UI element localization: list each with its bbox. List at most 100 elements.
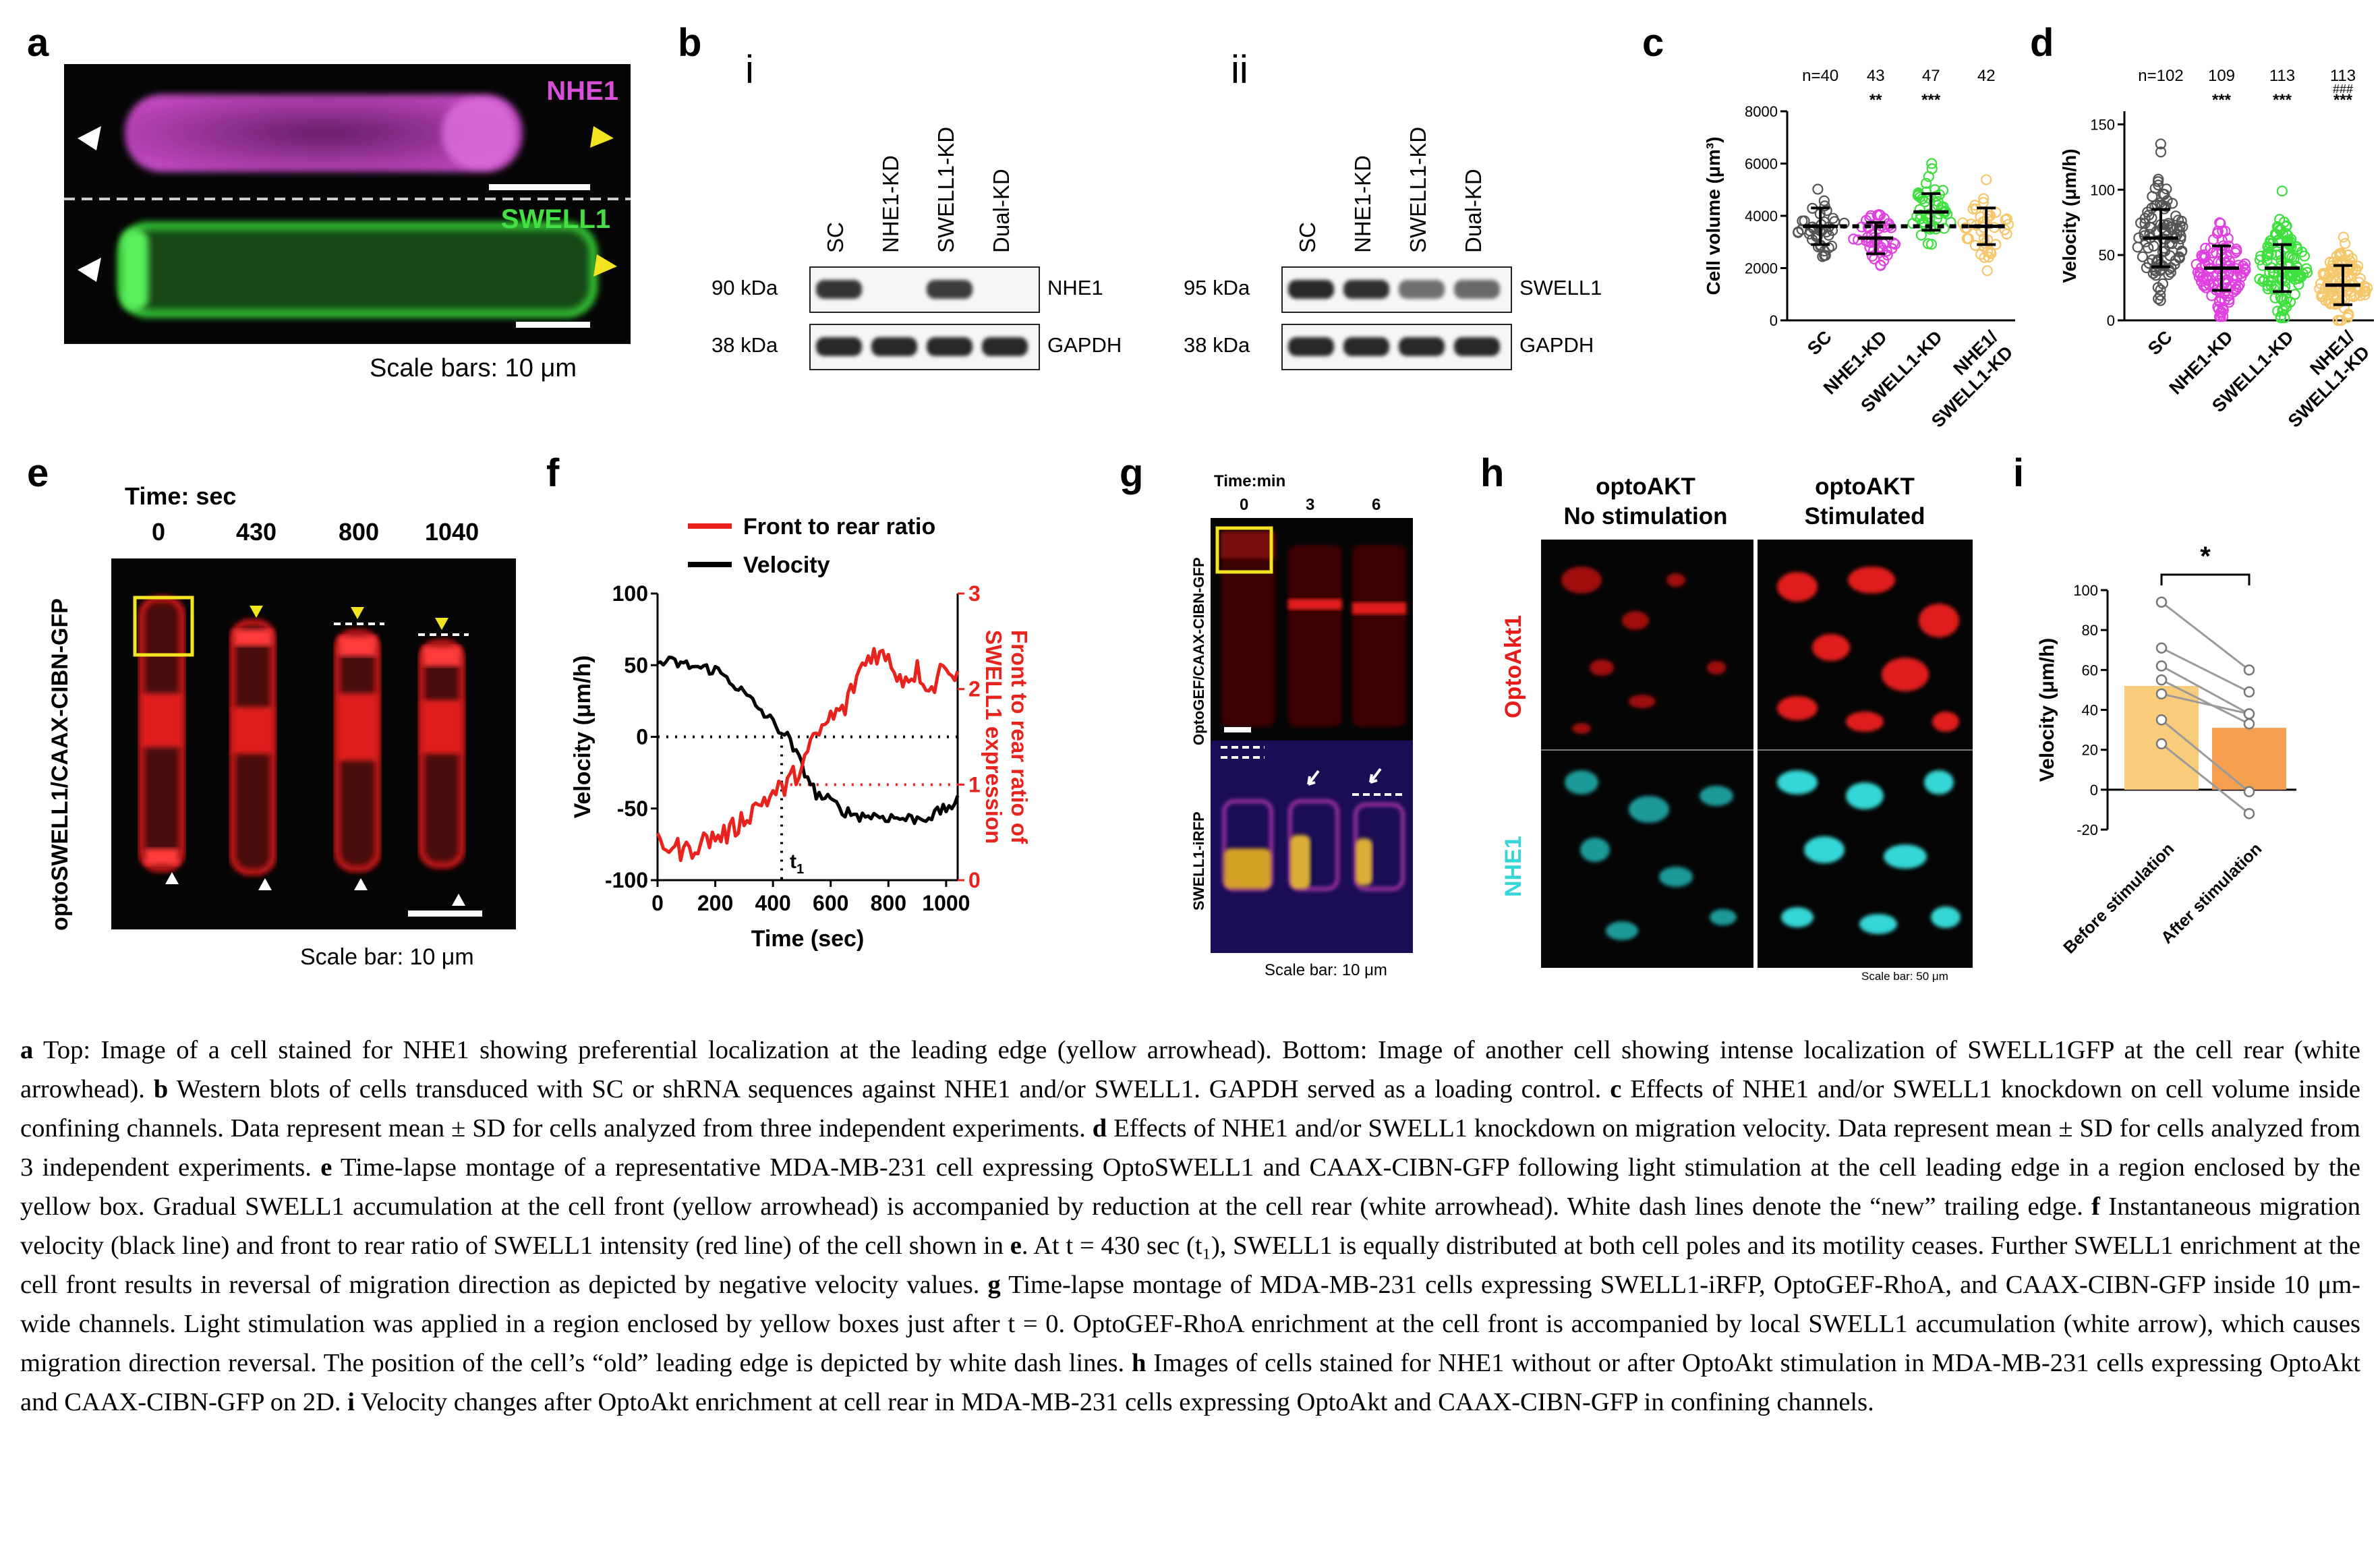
x-tick-label: Before stimulation (2060, 839, 2178, 957)
x-tick-label: 800 (871, 891, 906, 915)
panel-label-c: c (1642, 21, 1664, 65)
data-point (2193, 271, 2205, 283)
blot-i-band (871, 337, 917, 356)
data-point (2322, 294, 2333, 306)
paired-line (2161, 601, 2250, 671)
blot-i-band (927, 280, 973, 299)
panel-e-scale-text: Scale bar: 10 μm (300, 944, 474, 970)
blot-ii-band (1399, 280, 1445, 299)
cell-frame-430 (229, 619, 277, 875)
x-tick-label-line: SC (2144, 327, 2176, 359)
data-point (2275, 248, 2286, 260)
data-point (1915, 213, 1926, 225)
y-tick-label: 40 (2082, 702, 2098, 719)
y-tick-label: 4000 (1745, 208, 1778, 225)
g-cell-3 (1288, 545, 1342, 727)
caption-d-text: Effects of NHE1 and/or SWELL1 knockdown … (20, 1114, 2360, 1182)
panel-g-scale-text: Scale bar: 10 μm (1265, 961, 1387, 979)
data-point (2286, 252, 2298, 263)
y-axis-label: Velocity (μm/h) (2059, 148, 2080, 283)
data-point (1819, 246, 1830, 257)
data-point (1981, 174, 1992, 185)
y-tick-label: 0 (2090, 782, 2098, 799)
data-point (2286, 271, 2298, 283)
data-point (2155, 289, 2166, 301)
right-tick-label: 1 (968, 772, 981, 797)
panel-h-col1-line2: No stimulation (1563, 503, 1728, 529)
data-point (2350, 289, 2361, 301)
data-point (1978, 233, 1990, 244)
caption-f-letter: f (2091, 1192, 2100, 1221)
panel-h-micrograph (1541, 540, 1973, 968)
caption-b-text: Western blots of cells transduced with S… (168, 1075, 1610, 1103)
right-axis-label: Front to rear ratio of (1007, 630, 1032, 844)
blot-ii-band (1288, 337, 1334, 356)
blot-i-lane-label: NHE1-KD (878, 155, 903, 253)
g-cell-6 (1352, 545, 1406, 727)
scale-bar (489, 184, 590, 190)
significance-label: *** (2212, 91, 2232, 109)
caption-g-text: Time-lapse montage of MDA-MB-231 cells e… (20, 1271, 2360, 1377)
data-point (2274, 224, 2286, 235)
data-point (2243, 808, 2255, 819)
blot-i-band (816, 280, 862, 299)
x-tick-label: 0 (651, 891, 664, 915)
blot-ii-lane-label: SC (1295, 222, 1320, 253)
data-point (2347, 264, 2358, 275)
white-arrowhead-icon (78, 126, 101, 150)
white-arrowhead-icon (165, 872, 179, 884)
data-point (2254, 254, 2266, 266)
t1-label: t1 (790, 850, 804, 877)
data-point (1819, 200, 1830, 212)
y-axis-label: Velocity (μm/h) (2036, 638, 2058, 782)
caption-c-letter: c (1610, 1075, 1622, 1103)
caption-h-text: Images of cells stained for NHE1 without… (20, 1349, 2360, 1416)
caption-i-text: Velocity changes after OptoAkt enrichmen… (354, 1388, 1874, 1416)
bar (2212, 728, 2286, 790)
y-tick-label: 2000 (1745, 260, 1778, 277)
blot-ii-protein-label: SWELL1 (1519, 276, 1602, 299)
data-point (2323, 272, 2334, 284)
white-arrow-icon (1369, 768, 1382, 784)
data-point (2155, 642, 2168, 654)
data-point (2174, 251, 2185, 262)
cell-frame-800 (334, 629, 381, 872)
x-tick-label: 600 (813, 891, 848, 915)
data-point (2137, 251, 2149, 262)
data-point (2214, 311, 2226, 322)
data-point (2280, 299, 2291, 311)
data-point (2141, 262, 2152, 274)
y-tick-label: 50 (2099, 247, 2115, 264)
left-tick-label: 50 (624, 653, 648, 677)
blot-ii-band (1454, 280, 1500, 299)
panel-e-micrograph (111, 558, 516, 929)
yellow-arrowhead-icon (590, 126, 614, 148)
data-point (2172, 214, 2184, 226)
blot-i-kda-label: 38 kDa (712, 333, 778, 357)
data-point (2276, 185, 2288, 197)
yellow-arrowhead-icon (351, 607, 364, 619)
blot-ii-blot-strip (1281, 266, 1512, 313)
data-point (1979, 252, 1990, 264)
data-point (1990, 206, 2002, 218)
white-arrowhead-icon (78, 258, 101, 282)
data-point (1938, 223, 1950, 234)
swell1-cell (121, 226, 593, 314)
figure-caption: a Top: Image of a cell stained for NHE1 … (20, 1031, 2360, 1422)
data-point (1873, 223, 1884, 235)
significance-label: *** (1921, 91, 1941, 109)
caption-f-text2: . At t = 430 sec (t₁), SWELL1 is equally… (20, 1232, 2360, 1299)
significance-label-2: ### (2333, 82, 2353, 96)
blot-ii-kda-label: 95 kDa (1184, 276, 1250, 299)
blot-i-kda-label: 90 kDa (712, 276, 778, 299)
panel-g-time-6: 6 (1372, 496, 1381, 514)
n-label: 113 (2330, 67, 2356, 85)
yellow-arrowhead-icon (593, 254, 617, 277)
data-point (2217, 304, 2229, 316)
caption-f-text: Instantaneous migration velocity (black … (20, 1192, 2360, 1260)
data-point (2155, 674, 2168, 686)
data-point (2275, 310, 2286, 322)
blot-i-blot-strip (809, 266, 1040, 313)
panel-label-g: g (1120, 451, 1144, 495)
y-axis-label: Cell volume (μm³) (1703, 137, 1724, 295)
